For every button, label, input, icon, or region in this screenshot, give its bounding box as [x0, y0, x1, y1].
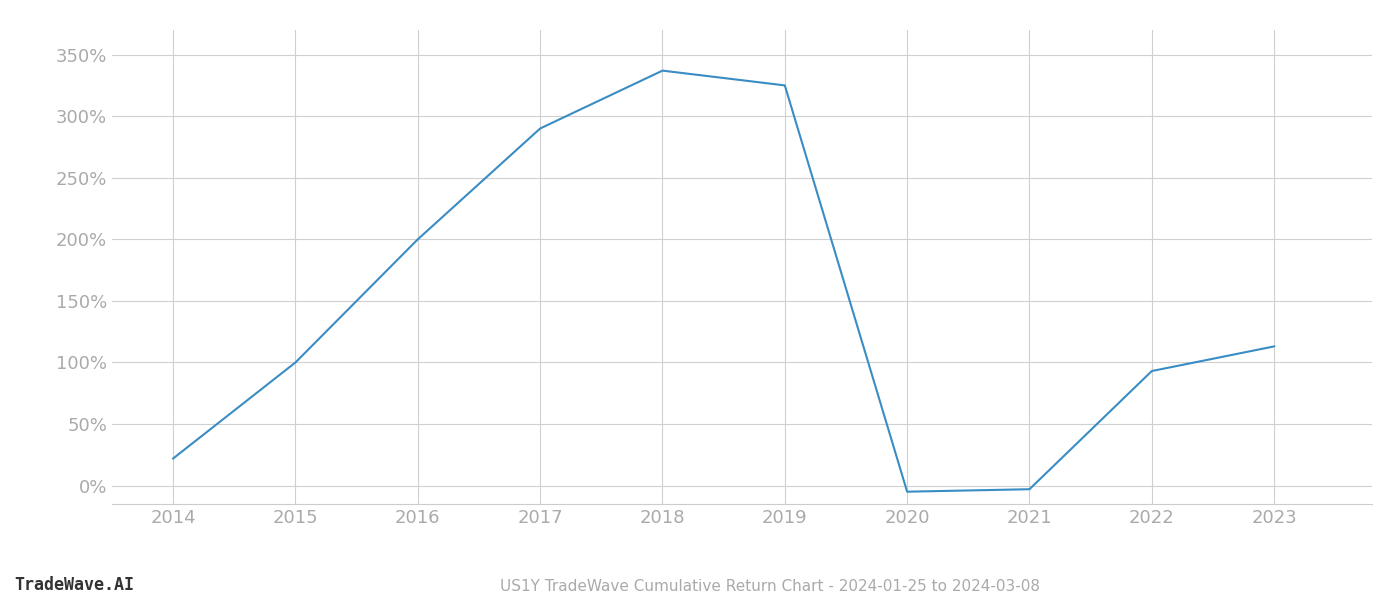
Text: US1Y TradeWave Cumulative Return Chart - 2024-01-25 to 2024-03-08: US1Y TradeWave Cumulative Return Chart -… — [500, 579, 1040, 594]
Text: TradeWave.AI: TradeWave.AI — [14, 576, 134, 594]
